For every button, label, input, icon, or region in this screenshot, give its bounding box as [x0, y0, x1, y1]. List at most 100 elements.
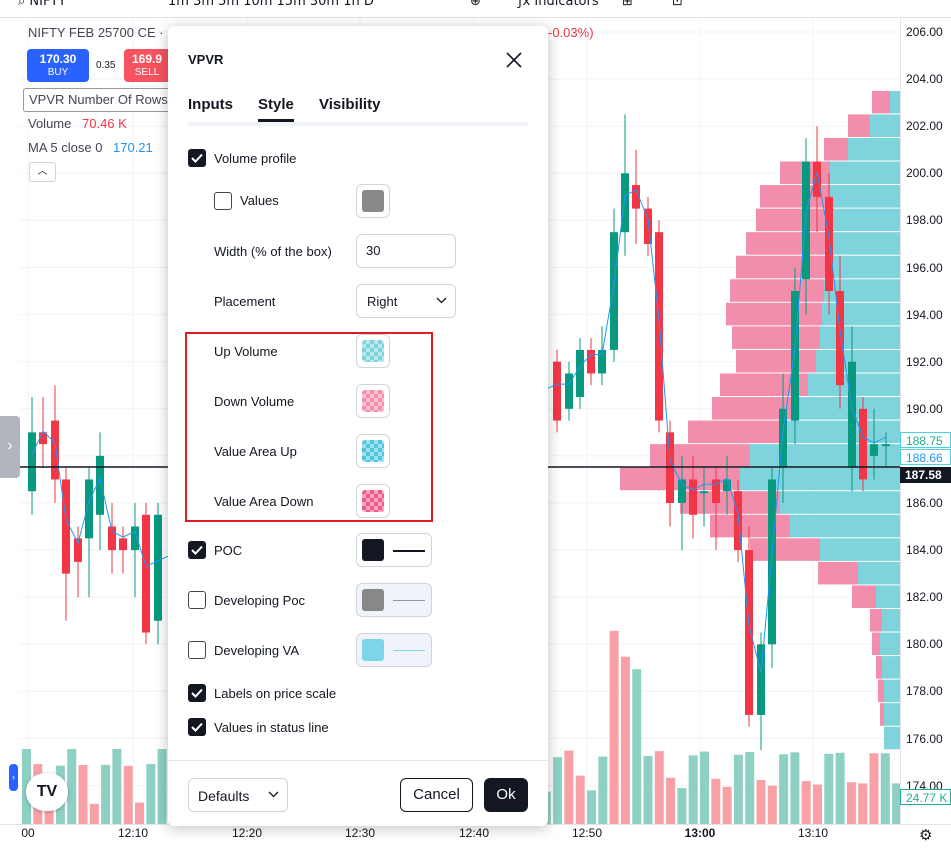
price-change: -0.03%) — [548, 25, 594, 40]
candle-body — [621, 173, 629, 233]
developing-poc-style-button[interactable] — [356, 583, 432, 617]
value-area-down-color-swatch — [362, 490, 384, 512]
value-area-down-color-button[interactable] — [356, 484, 390, 518]
tab-inputs[interactable]: Inputs — [188, 96, 233, 113]
down-volume-color-button[interactable] — [356, 384, 390, 418]
time-axis[interactable] — [0, 824, 951, 861]
down-volume-label: Down Volume — [214, 394, 295, 409]
alert-icon[interactable]: ⊡ — [672, 0, 683, 9]
search-icon[interactable]: ⌕ NIFTY — [18, 0, 67, 9]
volume-bar — [756, 779, 766, 824]
values-color-button[interactable] — [356, 184, 390, 218]
volume-bar — [157, 749, 167, 824]
expand-bottom-panel-button[interactable]: › — [9, 764, 18, 791]
templates-icon[interactable]: ⊞ — [622, 0, 633, 9]
price-axis[interactable] — [900, 18, 951, 824]
placement-select[interactable]: Right — [356, 284, 456, 318]
placement-value: Right — [367, 294, 398, 309]
sell-button[interactable]: 169.9 SELL — [124, 49, 170, 82]
volume-bar — [654, 751, 664, 824]
developing-va-line-style — [393, 650, 425, 651]
volume-legend-value: 70.46 K — [82, 116, 127, 131]
volume-profile-up-bar — [828, 232, 900, 255]
candle-body — [85, 479, 93, 539]
candle-body — [825, 196, 833, 292]
candle-body — [119, 538, 127, 551]
developing-va-style-button[interactable] — [356, 633, 432, 667]
collapse-legend-button[interactable]: ︿ — [29, 162, 56, 182]
time-axis-label: 12:20 — [231, 826, 263, 840]
ma-legend-label: MA 5 close 0 — [28, 140, 103, 155]
volume-bar — [44, 802, 54, 824]
volume-bar — [78, 765, 88, 824]
up-volume-label: Up Volume — [214, 344, 278, 359]
candle-body — [51, 420, 59, 480]
candle-body — [757, 644, 765, 715]
price-axis-label: 194.00 — [906, 307, 943, 322]
tab-style[interactable]: Style — [258, 96, 294, 122]
volume-profile-down-bar — [818, 561, 858, 585]
volume-profile-checkbox[interactable] — [188, 149, 206, 167]
interval-1m-button[interactable]: 1m 3m 5m 10m 15m 30m 1h D — [168, 0, 374, 9]
candle-body — [28, 432, 36, 492]
indicator-legend-vpvr[interactable]: VPVR Number Of Rows — [23, 88, 169, 112]
poc-checkbox[interactable] — [188, 541, 206, 559]
defaults-dropdown[interactable]: Defaults — [188, 778, 288, 812]
volume-profile-up-bar — [740, 467, 900, 491]
poc-style-button[interactable] — [356, 533, 432, 567]
ok-button[interactable]: Ok — [484, 778, 528, 812]
volume-profile-up-bar — [780, 420, 900, 444]
time-axis-label: 00 — [21, 826, 35, 840]
price-tag-vpvr-2: 188.66 — [900, 449, 951, 465]
close-icon[interactable] — [500, 46, 528, 74]
width-input[interactable]: 30 — [356, 234, 456, 268]
price-axis-label: 198.00 — [906, 213, 943, 228]
tradingview-logo-icon[interactable]: TV — [26, 773, 68, 811]
volume-bar — [892, 783, 902, 824]
candle-body — [644, 208, 652, 244]
tab-visibility[interactable]: Visibility — [319, 96, 381, 113]
values-checkbox[interactable] — [214, 192, 232, 210]
values-in-status-line-checkbox[interactable] — [188, 718, 206, 736]
volume-bar — [575, 775, 585, 824]
developing-va-label: Developing VA — [214, 643, 300, 658]
candle-body — [565, 373, 573, 409]
volume-bar — [135, 802, 144, 824]
volume-bar — [643, 755, 653, 824]
volume-profile-up-bar — [890, 90, 900, 114]
price-axis-label: 180.00 — [906, 637, 943, 652]
value-area-up-color-swatch — [362, 440, 384, 462]
candle-body — [131, 526, 139, 551]
volume-profile-up-bar — [880, 632, 900, 656]
price-axis-label: 192.00 — [906, 354, 943, 369]
volume-profile-down-bar — [712, 397, 800, 420]
candle-body — [39, 432, 47, 445]
volume-profile-down-bar — [746, 232, 828, 255]
developing-va-checkbox[interactable] — [188, 641, 206, 659]
volume-profile-up-bar — [780, 491, 900, 514]
up-volume-color-button[interactable] — [356, 334, 390, 368]
sell-label: SELL — [134, 67, 160, 78]
candle-body — [870, 444, 878, 456]
gear-icon[interactable]: ⚙ — [919, 827, 933, 844]
developing-poc-label: Developing Poc — [214, 593, 306, 608]
chevron-down-icon — [436, 297, 447, 304]
indicators-button[interactable]: ƒx Indicators — [518, 0, 599, 9]
tab-bar: Inputs Style Visibility — [188, 96, 528, 126]
value-area-up-label: Value Area Up — [214, 444, 297, 459]
labels-on-price-scale-checkbox[interactable] — [188, 684, 206, 702]
up-volume-color-swatch — [362, 340, 384, 362]
volume-profile-down-bar — [736, 349, 816, 373]
candle-body — [882, 444, 890, 447]
developing-poc-checkbox[interactable] — [188, 591, 206, 609]
expand-left-panel-button[interactable]: › — [0, 416, 20, 478]
values-in-status-line-label: Values in status line — [214, 720, 329, 735]
volume-bar — [101, 764, 111, 824]
candle-body — [598, 349, 606, 374]
price-axis-label: 182.00 — [906, 590, 943, 605]
cancel-button[interactable]: Cancel — [400, 778, 473, 812]
value-area-up-color-button[interactable] — [356, 434, 390, 468]
compare-icon[interactable]: ⊕ — [470, 0, 481, 9]
buy-button[interactable]: 170.30 BUY — [27, 49, 89, 82]
candle-body — [576, 349, 584, 398]
